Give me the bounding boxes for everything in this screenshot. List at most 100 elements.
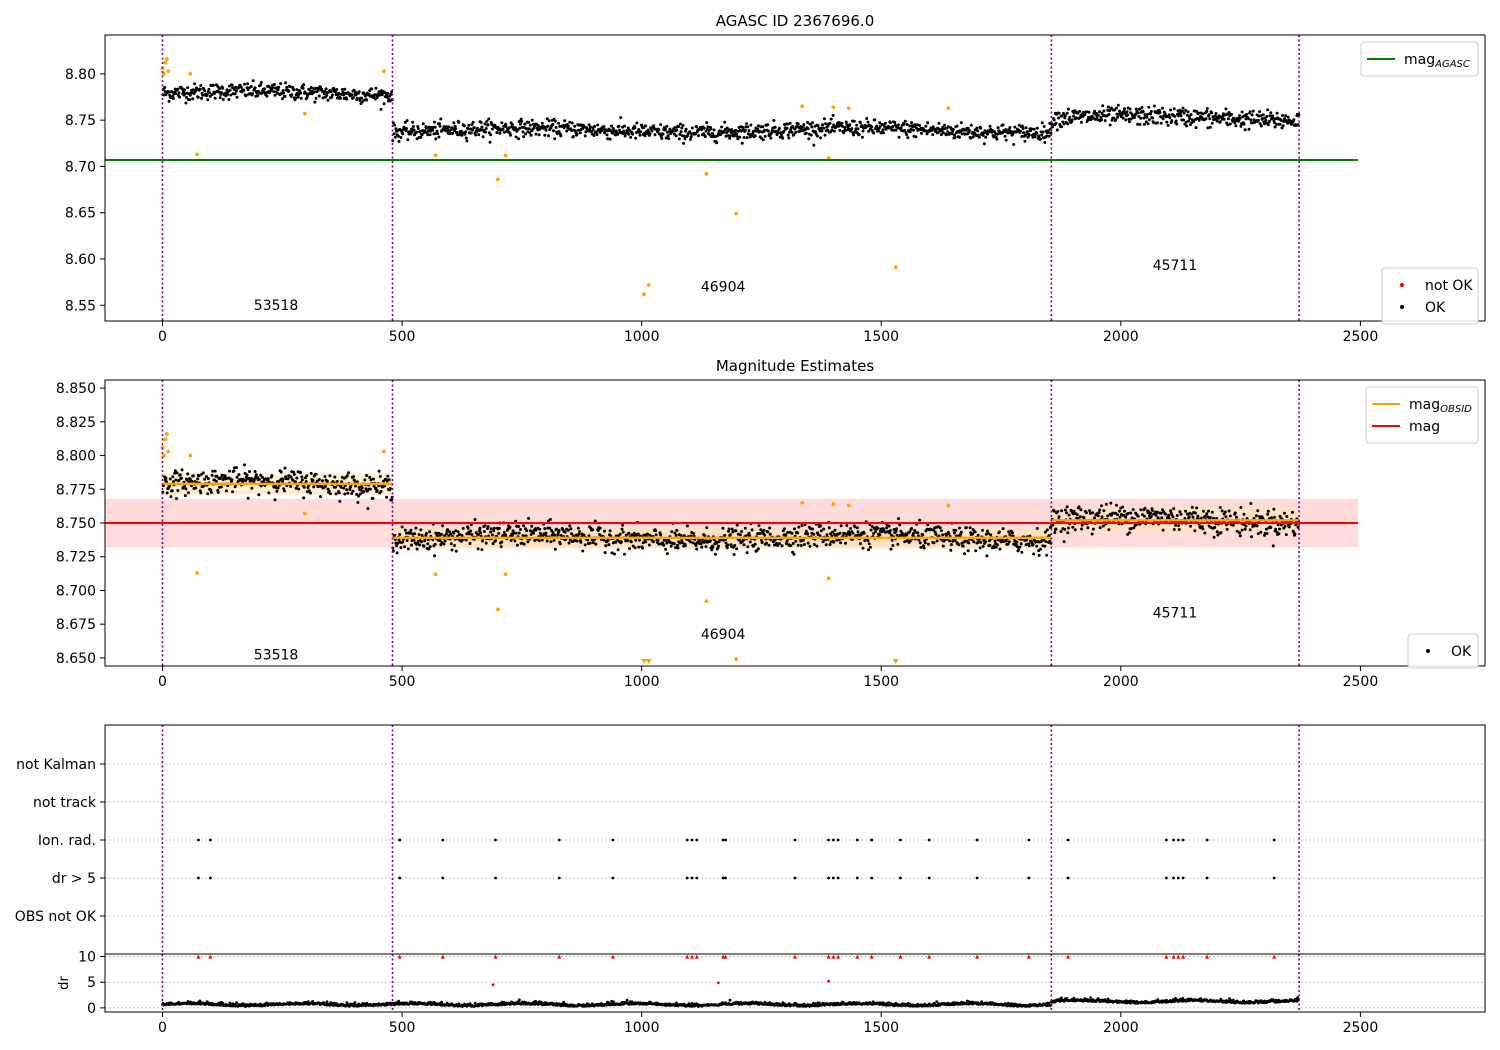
ok-point	[715, 141, 719, 145]
ok-point	[337, 91, 341, 95]
ok-point	[530, 524, 534, 528]
ok-point	[205, 93, 209, 97]
ok-point	[571, 539, 575, 543]
ok-point	[694, 544, 698, 547]
flag-point	[1172, 838, 1175, 842]
ok-point	[184, 101, 188, 105]
x-tick-label: 500	[389, 329, 416, 345]
ok-point	[476, 547, 480, 551]
ok-point	[998, 547, 1002, 551]
flag-point	[1205, 838, 1209, 842]
ok-point	[680, 126, 684, 130]
ok-point	[1185, 124, 1189, 128]
ok-point	[482, 530, 486, 533]
flag-point	[1181, 876, 1185, 880]
flag-point	[855, 876, 859, 880]
ok-point	[594, 130, 598, 134]
ok-point	[405, 127, 408, 130]
ok-point	[251, 79, 255, 83]
ok-point	[449, 532, 453, 536]
flag-point	[1272, 838, 1276, 842]
ok-point	[282, 91, 286, 95]
ok-point	[1070, 118, 1074, 122]
ok-point	[309, 491, 312, 495]
flag-point	[975, 876, 979, 880]
ok-point	[554, 125, 558, 129]
ok-point	[534, 528, 538, 532]
ok-point	[1136, 111, 1140, 115]
ok-point	[1035, 544, 1039, 548]
ok-point	[1072, 111, 1076, 115]
ok-point	[765, 541, 768, 545]
ok-point	[810, 125, 814, 129]
ok-point	[1172, 507, 1176, 511]
ok-point	[1063, 114, 1067, 118]
ok-point	[648, 132, 652, 136]
flag-point	[721, 876, 725, 880]
ok-point	[637, 538, 641, 542]
ok-point	[865, 117, 869, 120]
ok-point	[348, 488, 352, 491]
ok-point	[276, 486, 280, 490]
ok-point	[979, 540, 983, 544]
ok-point	[173, 469, 177, 473]
ok-point	[742, 543, 746, 547]
ok-point	[569, 527, 573, 531]
ok-point	[758, 129, 762, 133]
ok-point	[1213, 526, 1217, 529]
ok-point	[214, 479, 218, 483]
ok-point	[1001, 123, 1005, 127]
ok-point	[1063, 508, 1067, 512]
ok-point	[986, 529, 989, 533]
flag-point	[398, 838, 402, 842]
ok-point	[828, 121, 832, 125]
ok-point	[830, 128, 834, 132]
ok-point	[1122, 109, 1126, 113]
y-tick-label: 8.70	[65, 159, 96, 175]
ok-point	[345, 97, 349, 101]
flag-point	[975, 838, 979, 842]
ok-point	[953, 531, 956, 535]
ok-point	[534, 132, 538, 136]
ok-point	[766, 129, 770, 133]
ok-point	[1156, 510, 1159, 514]
ok-point	[511, 529, 515, 533]
ok-point	[362, 489, 366, 493]
ok-point	[831, 530, 834, 534]
ok-point	[524, 534, 528, 538]
ok-point	[253, 470, 257, 473]
ok-point	[756, 124, 760, 128]
ok-point	[262, 87, 266, 91]
ok-point	[279, 82, 283, 86]
ok-point	[254, 473, 258, 477]
flag-point	[927, 838, 931, 842]
ok-point	[211, 83, 215, 87]
y-tick-label: 8.800	[56, 449, 96, 465]
dr-point	[221, 1002, 225, 1005]
flag-point	[1176, 838, 1180, 842]
ok-point	[1227, 111, 1231, 114]
ok-point	[1180, 109, 1184, 113]
ok-point	[748, 540, 752, 544]
ok-point	[1151, 116, 1154, 120]
flag-point	[1205, 876, 1209, 880]
ok-point	[519, 122, 522, 126]
suspect-point	[433, 153, 438, 158]
dr-point	[198, 999, 202, 1003]
ok-point	[1280, 126, 1284, 130]
ok-point	[365, 98, 369, 102]
ok-point	[486, 123, 490, 127]
ok-point	[452, 531, 456, 535]
ok-point	[596, 123, 600, 127]
ok-point	[230, 478, 234, 482]
flag-point	[827, 838, 830, 842]
ok-point	[470, 533, 474, 536]
ok-point	[210, 473, 214, 477]
legend-marker	[1400, 305, 1404, 309]
ok-point	[1083, 113, 1087, 117]
ok-point	[1259, 530, 1263, 534]
ok-point	[288, 85, 292, 88]
ok-point	[1065, 111, 1069, 115]
ok-point	[377, 469, 381, 473]
ok-point	[413, 532, 417, 536]
